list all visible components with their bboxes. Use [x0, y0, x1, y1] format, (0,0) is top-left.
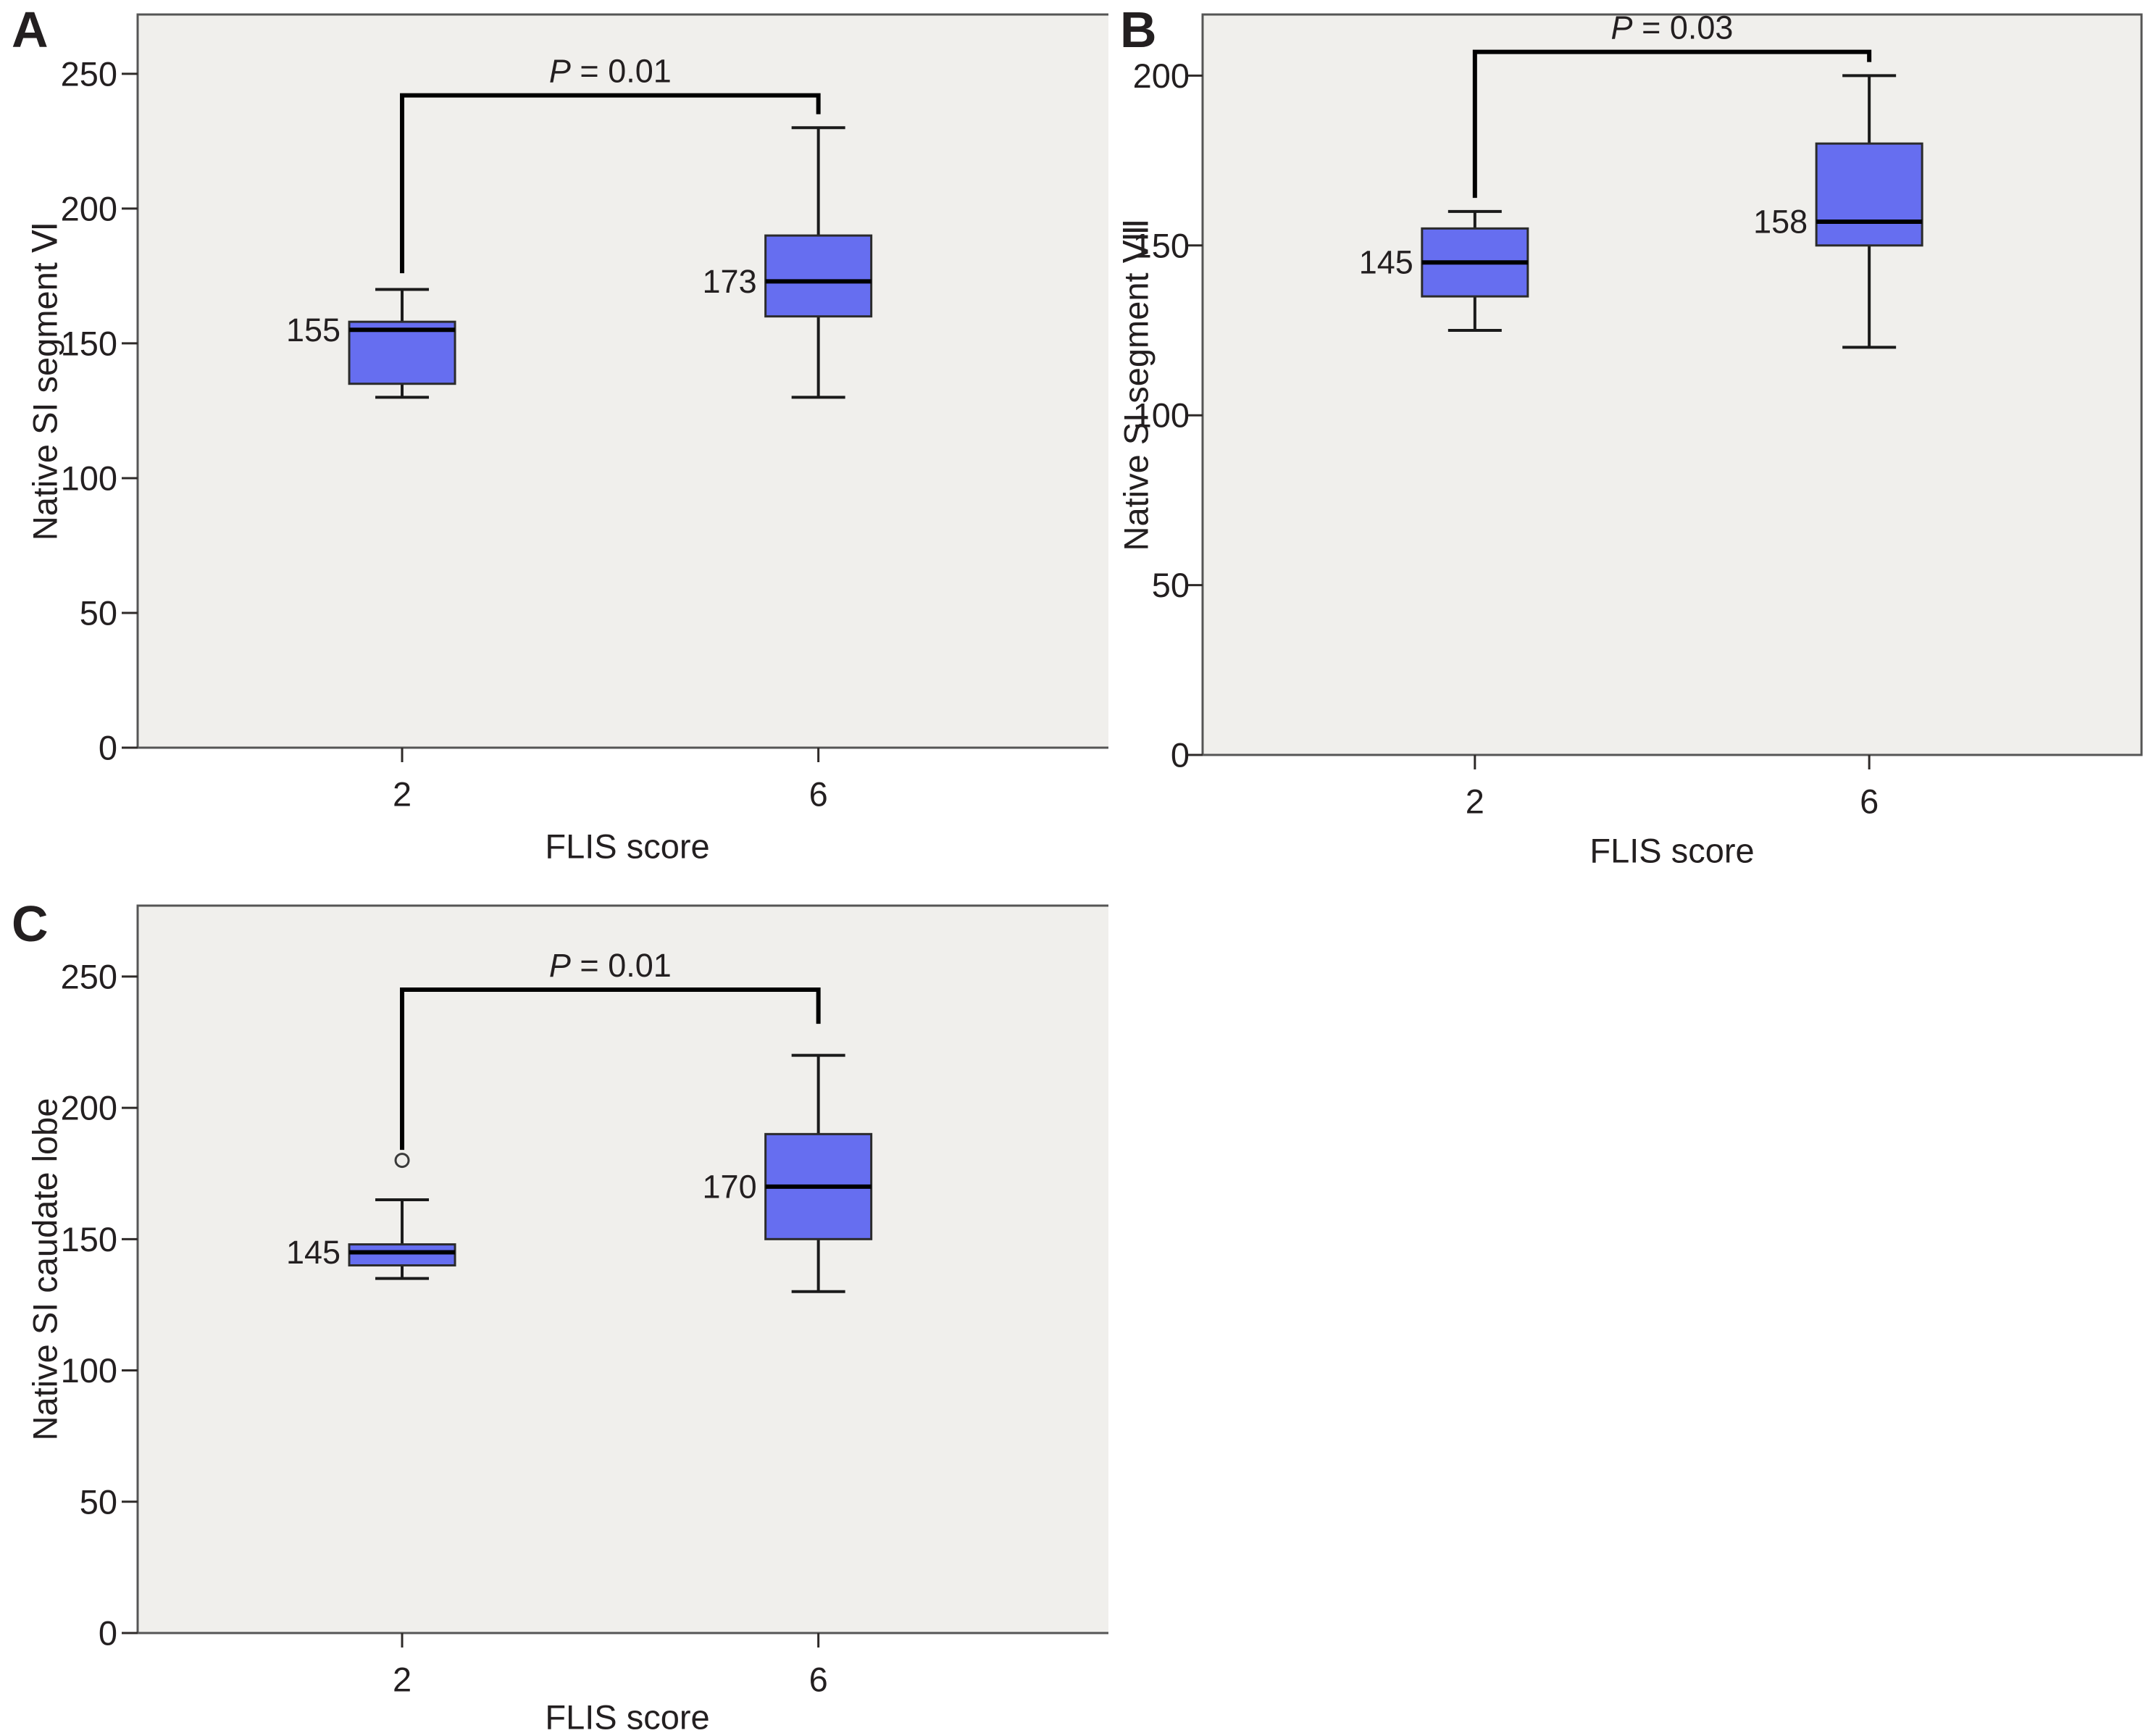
- p-value-label: P = 0.01: [549, 53, 672, 90]
- y-tick-label: 150: [61, 1220, 117, 1258]
- y-axis-title: Native SI segment Ⅵ: [26, 222, 64, 540]
- outlier-point: [394, 1153, 410, 1169]
- y-tick-label: 50: [80, 593, 117, 632]
- x-axis-title: FLIS score: [545, 1698, 709, 1733]
- x-axis-title: FLIS score: [545, 827, 709, 866]
- x-tick-label: 6: [1860, 782, 1879, 821]
- y-tick-label: 200: [1133, 57, 1190, 95]
- plot-area: [136, 13, 1108, 749]
- box: [764, 234, 873, 318]
- significance-bracket: [1472, 49, 1872, 199]
- x-tick-label: 2: [393, 775, 411, 814]
- box: [1815, 142, 1923, 247]
- x-tick-label: 6: [809, 775, 828, 814]
- y-tick-label: 50: [1152, 566, 1190, 604]
- y-tick-label: 200: [61, 1089, 117, 1127]
- p-value-text: = 0.03: [1633, 9, 1734, 46]
- panel-label-a: A: [12, 1, 49, 58]
- y-tick-label: 150: [61, 324, 117, 362]
- median-label: 145: [1359, 244, 1413, 281]
- y-tick-label: 250: [61, 957, 117, 995]
- median-label: 170: [703, 1168, 757, 1205]
- y-tick-label: 200: [61, 189, 117, 227]
- boxplot-panel-b: 0 50 100 150 200 2 6 FLIS score Native SI segmen…: [1117, 9, 2143, 867]
- x-tick-label: 2: [1466, 782, 1484, 821]
- p-symbol: P: [549, 947, 571, 984]
- p-value-text: = 0.01: [571, 947, 672, 984]
- plot-area: [1201, 13, 2143, 756]
- y-tick-label: 50: [80, 1482, 117, 1521]
- panel-label-c: C: [12, 895, 49, 952]
- y-tick-label: 0: [99, 1614, 117, 1653]
- boxplot-panel-a: 0 50 100 150 200 250 2 6 FLIS score Native SI seg…: [26, 13, 1108, 866]
- p-symbol: P: [549, 53, 571, 90]
- y-axis-title: Native SI caudate lobe: [26, 1098, 64, 1441]
- y-tick-label: 250: [61, 54, 117, 93]
- p-value-text: = 0.01: [571, 53, 672, 90]
- y-tick-label: 100: [61, 1351, 117, 1390]
- p-value-label: P = 0.03: [1611, 9, 1734, 46]
- y-tick-label: 0: [1171, 736, 1190, 774]
- p-symbol: P: [1611, 9, 1633, 46]
- y-tick-label: 100: [61, 459, 117, 497]
- plot-area: [136, 904, 1108, 1634]
- median-label: 145: [286, 1234, 340, 1271]
- x-axis-title: FLIS score: [1589, 832, 1754, 867]
- significance-bracket: [400, 93, 821, 274]
- median-label: 158: [1753, 203, 1808, 240]
- panel-label-b: B: [1120, 1, 1157, 58]
- boxplot-panel-c: 0 50 100 150 200 250 2 6 FLIS score Native SI cau…: [26, 904, 1108, 1733]
- y-tick-label: 100: [1133, 396, 1190, 435]
- y-tick-label: 150: [1133, 226, 1190, 264]
- y-tick-label: 0: [99, 729, 117, 767]
- y-axis-title: Native SI segment Ⅷ: [1117, 219, 1156, 551]
- median-label: 155: [286, 312, 340, 348]
- x-tick-label: 2: [393, 1661, 411, 1699]
- p-value-label: P = 0.01: [549, 947, 672, 984]
- box: [348, 320, 456, 385]
- significance-bracket: [400, 987, 821, 1151]
- median-label: 173: [703, 263, 757, 300]
- x-tick-label: 6: [809, 1661, 828, 1699]
- box: [348, 1243, 456, 1267]
